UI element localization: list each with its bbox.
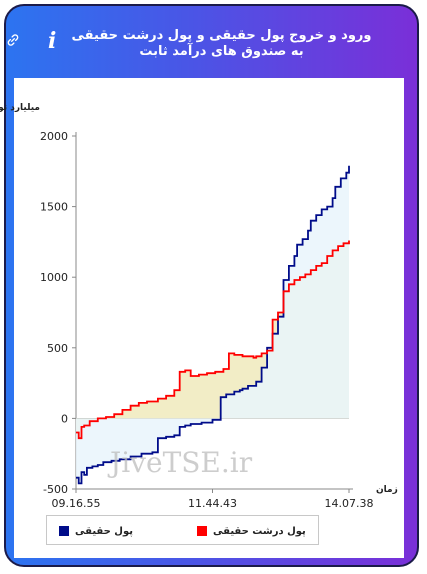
series-lines [76,165,350,485]
legend-label-big: پول درشت حقیقی [213,525,306,537]
series-line-real[interactable] [76,165,350,485]
info-icon[interactable]: i [48,28,57,54]
x-tick-label: 14.07.38 [325,497,374,510]
series-fills [76,165,349,484]
chart-header: i ورود و خروج پول حقیقی و پول درشت حقیقی… [6,6,417,78]
legend: پول حقیقی پول درشت حقیقی [46,515,319,545]
y-tick-label: 2000 [40,130,68,143]
legend-swatch-real [59,526,69,536]
y-tick-label: -500 [43,483,68,496]
link-icon[interactable] [6,33,20,47]
legend-item-big[interactable]: پول درشت حقیقی [197,524,306,538]
x-tick-label: 09.16.55 [52,497,101,510]
watermark: JiveTSE.ir [107,446,253,479]
series-line-big[interactable] [76,240,350,440]
legend-item-real[interactable]: پول حقیقی [59,524,133,538]
chart-title: ورود و خروج پول حقیقی و پول درشت حقیقی ب… [71,28,372,59]
x-tick-label: 11.44.43 [188,497,237,510]
legend-swatch-big [197,526,207,536]
legend-label-real: پول حقیقی [75,525,133,537]
y-tick-label: 1500 [40,201,68,214]
y-axis-title: میلیارد تومان [0,103,40,113]
axis-ticks: -500 0 500 1000 1500 2000 09.16.55 11.44.43 14.0… [40,130,373,510]
y-tick-label: 500 [47,342,68,355]
y-tick-label: 1000 [40,271,68,284]
x-axis-title: زمان [376,485,398,495]
y-tick-label: 0 [61,412,68,425]
series-fill-real [76,165,349,484]
